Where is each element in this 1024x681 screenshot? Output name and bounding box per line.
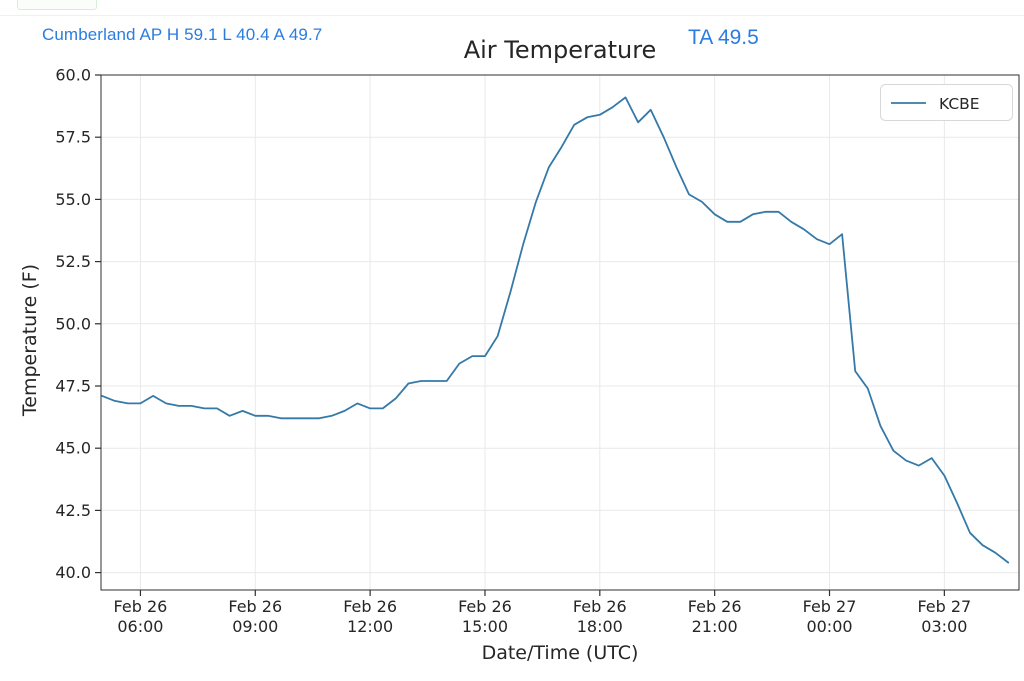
x-tick-label-date: Feb 26 bbox=[688, 597, 742, 616]
y-tick-label: 55.0 bbox=[55, 190, 91, 209]
x-tick-label-date: Feb 26 bbox=[228, 597, 282, 616]
current-temperature-readout: TA 49.5 bbox=[688, 26, 759, 49]
legend-box bbox=[880, 84, 1013, 121]
x-tick-label-time: 06:00 bbox=[117, 617, 163, 636]
axis-tick-marks bbox=[95, 74, 945, 596]
gridlines bbox=[101, 74, 1019, 590]
plot-border bbox=[100, 74, 1020, 591]
x-tick-label-date: Feb 27 bbox=[803, 597, 857, 616]
temperature-line-kcbe bbox=[101, 96, 1010, 564]
clipped-top-control bbox=[17, 0, 97, 10]
x-tick-label-date: Feb 27 bbox=[917, 597, 971, 616]
station-summary-text: Cumberland AP H 59.1 L 40.4 A 49.7 bbox=[42, 25, 323, 44]
x-tick-label-time: 21:00 bbox=[692, 617, 738, 636]
y-tick-label: 50.0 bbox=[55, 314, 91, 333]
x-tick-label-time: 03:00 bbox=[921, 617, 967, 636]
y-tick-label: 52.5 bbox=[55, 252, 91, 271]
y-tick-label: 45.0 bbox=[55, 439, 91, 458]
y-tick-label: 60.0 bbox=[55, 66, 91, 85]
x-axis-label: Date/Time (UTC) bbox=[482, 642, 639, 664]
chart-title: Air Temperature bbox=[464, 36, 657, 64]
x-tick-label-time: 00:00 bbox=[806, 617, 852, 636]
x-tick-label-time: 12:00 bbox=[347, 617, 393, 636]
x-tick-label-date: Feb 26 bbox=[458, 597, 512, 616]
x-tick-label-time: 09:00 bbox=[232, 617, 278, 636]
y-axis-label: Temperature (F) bbox=[19, 264, 41, 417]
top-divider bbox=[0, 15, 1024, 16]
x-tick-label-date: Feb 26 bbox=[343, 597, 397, 616]
x-tick-label-date: Feb 26 bbox=[114, 597, 168, 616]
x-tick-label-time: 15:00 bbox=[462, 617, 508, 636]
legend[interactable]: KCBE bbox=[880, 84, 1013, 121]
axis-tick-labels: 40.0 42.5 45.0 47.5 50.0 52.5 55.0 57.5 60.0 Feb … bbox=[55, 66, 971, 637]
x-tick-label-date: Feb 26 bbox=[573, 597, 627, 616]
y-tick-label: 57.5 bbox=[55, 128, 91, 147]
legend-label: KCBE bbox=[939, 95, 980, 113]
x-tick-label-time: 18:00 bbox=[577, 617, 623, 636]
y-tick-label: 42.5 bbox=[55, 501, 91, 520]
y-tick-label: 40.0 bbox=[55, 563, 91, 582]
y-tick-label: 47.5 bbox=[55, 376, 91, 395]
